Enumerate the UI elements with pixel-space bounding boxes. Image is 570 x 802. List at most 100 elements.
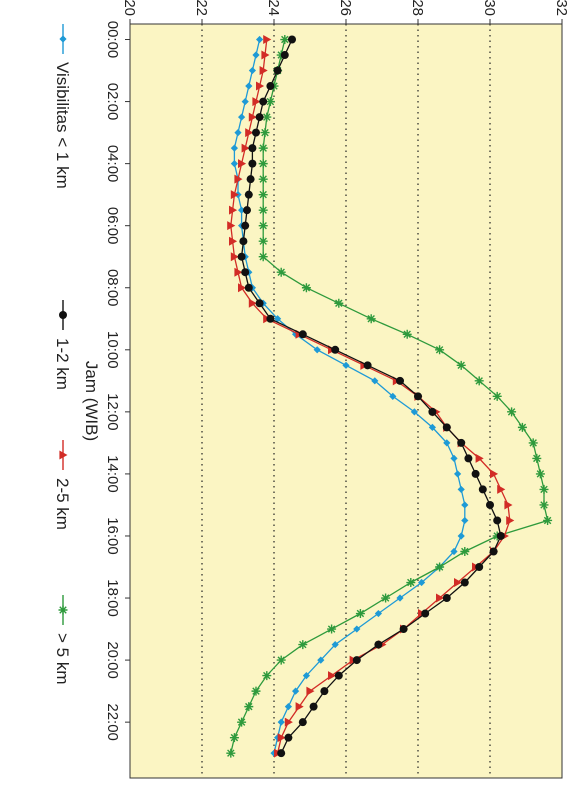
data-point — [450, 454, 458, 463]
data-point — [227, 221, 236, 231]
data-point — [255, 299, 264, 308]
data-point — [507, 407, 517, 417]
data-point — [506, 515, 515, 525]
x-tick-label: 20:00 — [104, 641, 121, 679]
data-point — [252, 51, 260, 59]
data-point — [396, 376, 404, 385]
data-point — [298, 718, 307, 727]
grid — [201, 24, 491, 778]
data-point — [255, 113, 264, 122]
data-point — [328, 671, 337, 681]
data-point — [276, 267, 286, 277]
data-point — [381, 593, 391, 603]
data-point — [454, 470, 462, 478]
data-point — [288, 35, 296, 44]
data-point — [428, 423, 436, 431]
data-point — [504, 500, 513, 510]
data-point — [539, 500, 549, 510]
data-point — [284, 703, 292, 711]
y-tick-label: 24 — [265, 0, 282, 16]
y-tick-label: 30 — [481, 0, 498, 16]
data-point — [277, 733, 286, 743]
y-tick-label: 32 — [553, 0, 570, 16]
data-point — [243, 206, 251, 215]
data-point — [234, 129, 242, 137]
data-point — [251, 686, 261, 696]
data-point — [252, 128, 260, 137]
data-point — [396, 594, 404, 602]
data-point — [535, 469, 545, 479]
data-point — [471, 469, 480, 478]
data-point — [363, 361, 372, 370]
series-layer — [226, 35, 553, 758]
y-tick-label: 20 — [121, 0, 138, 16]
data-point — [489, 547, 498, 556]
data-point — [258, 143, 268, 153]
ticks: 20 22 24 26 28 30 32 00:00 02:00 04:00 06:00 08:00 1… — [104, 0, 570, 741]
data-point — [528, 438, 538, 448]
data-point — [456, 360, 466, 370]
data-point — [421, 609, 430, 618]
data-point — [252, 97, 261, 107]
data-point — [309, 702, 318, 711]
x-tick-label: 14:00 — [104, 455, 121, 493]
data-point — [493, 516, 502, 525]
data-point — [258, 236, 268, 246]
data-point — [234, 174, 243, 184]
data-point — [399, 625, 408, 634]
legend-item: 2-5 km — [53, 440, 72, 530]
data-point — [334, 298, 344, 308]
x-tick-label: 02:00 — [104, 83, 121, 121]
data-point — [492, 391, 502, 401]
legend: Visibilitas < 1 km 1-2 km 2-5 km > 5 km — [53, 24, 72, 685]
data-point — [464, 454, 473, 463]
data-point — [410, 408, 418, 416]
data-point — [475, 453, 484, 463]
legend-item: 1-2 km — [53, 300, 72, 390]
data-point — [248, 159, 257, 168]
data-point — [259, 97, 268, 106]
data-point — [261, 50, 270, 60]
y-tick-label: 22 — [193, 0, 210, 16]
plot-area — [130, 24, 562, 778]
data-point — [230, 252, 239, 262]
data-point — [258, 190, 268, 200]
legend-swatch-marker — [59, 311, 67, 319]
data-point — [292, 687, 300, 695]
data-point — [238, 159, 247, 169]
legend-item: > 5 km — [53, 595, 72, 685]
data-point — [238, 283, 247, 293]
data-point — [258, 159, 268, 169]
data-point — [490, 469, 499, 479]
data-point — [258, 174, 268, 184]
data-point — [320, 687, 329, 696]
data-point — [262, 671, 272, 681]
data-point — [241, 268, 250, 277]
data-point — [436, 593, 445, 603]
data-point — [442, 594, 451, 603]
x-tick-label: 06:00 — [104, 207, 121, 245]
data-point — [443, 439, 451, 447]
data-point — [237, 717, 247, 727]
data-point — [460, 546, 470, 556]
data-point — [277, 718, 285, 726]
data-point — [226, 748, 236, 758]
data-point — [238, 206, 246, 214]
legend-label: 2-5 km — [53, 478, 72, 530]
y-tick-label: 28 — [409, 0, 426, 16]
data-point — [259, 66, 268, 76]
data-point — [263, 35, 272, 45]
data-point — [295, 702, 304, 712]
data-point — [230, 144, 238, 152]
data-point — [266, 82, 275, 91]
legend-item: Visibilitas < 1 km — [53, 24, 72, 189]
data-point — [238, 113, 246, 121]
data-point — [302, 672, 310, 680]
data-point — [497, 484, 506, 494]
data-point — [256, 81, 265, 91]
data-point — [265, 97, 275, 107]
legend-swatch-marker — [58, 605, 68, 615]
data-point — [277, 749, 286, 758]
data-point — [229, 236, 238, 246]
data-point — [230, 160, 238, 168]
